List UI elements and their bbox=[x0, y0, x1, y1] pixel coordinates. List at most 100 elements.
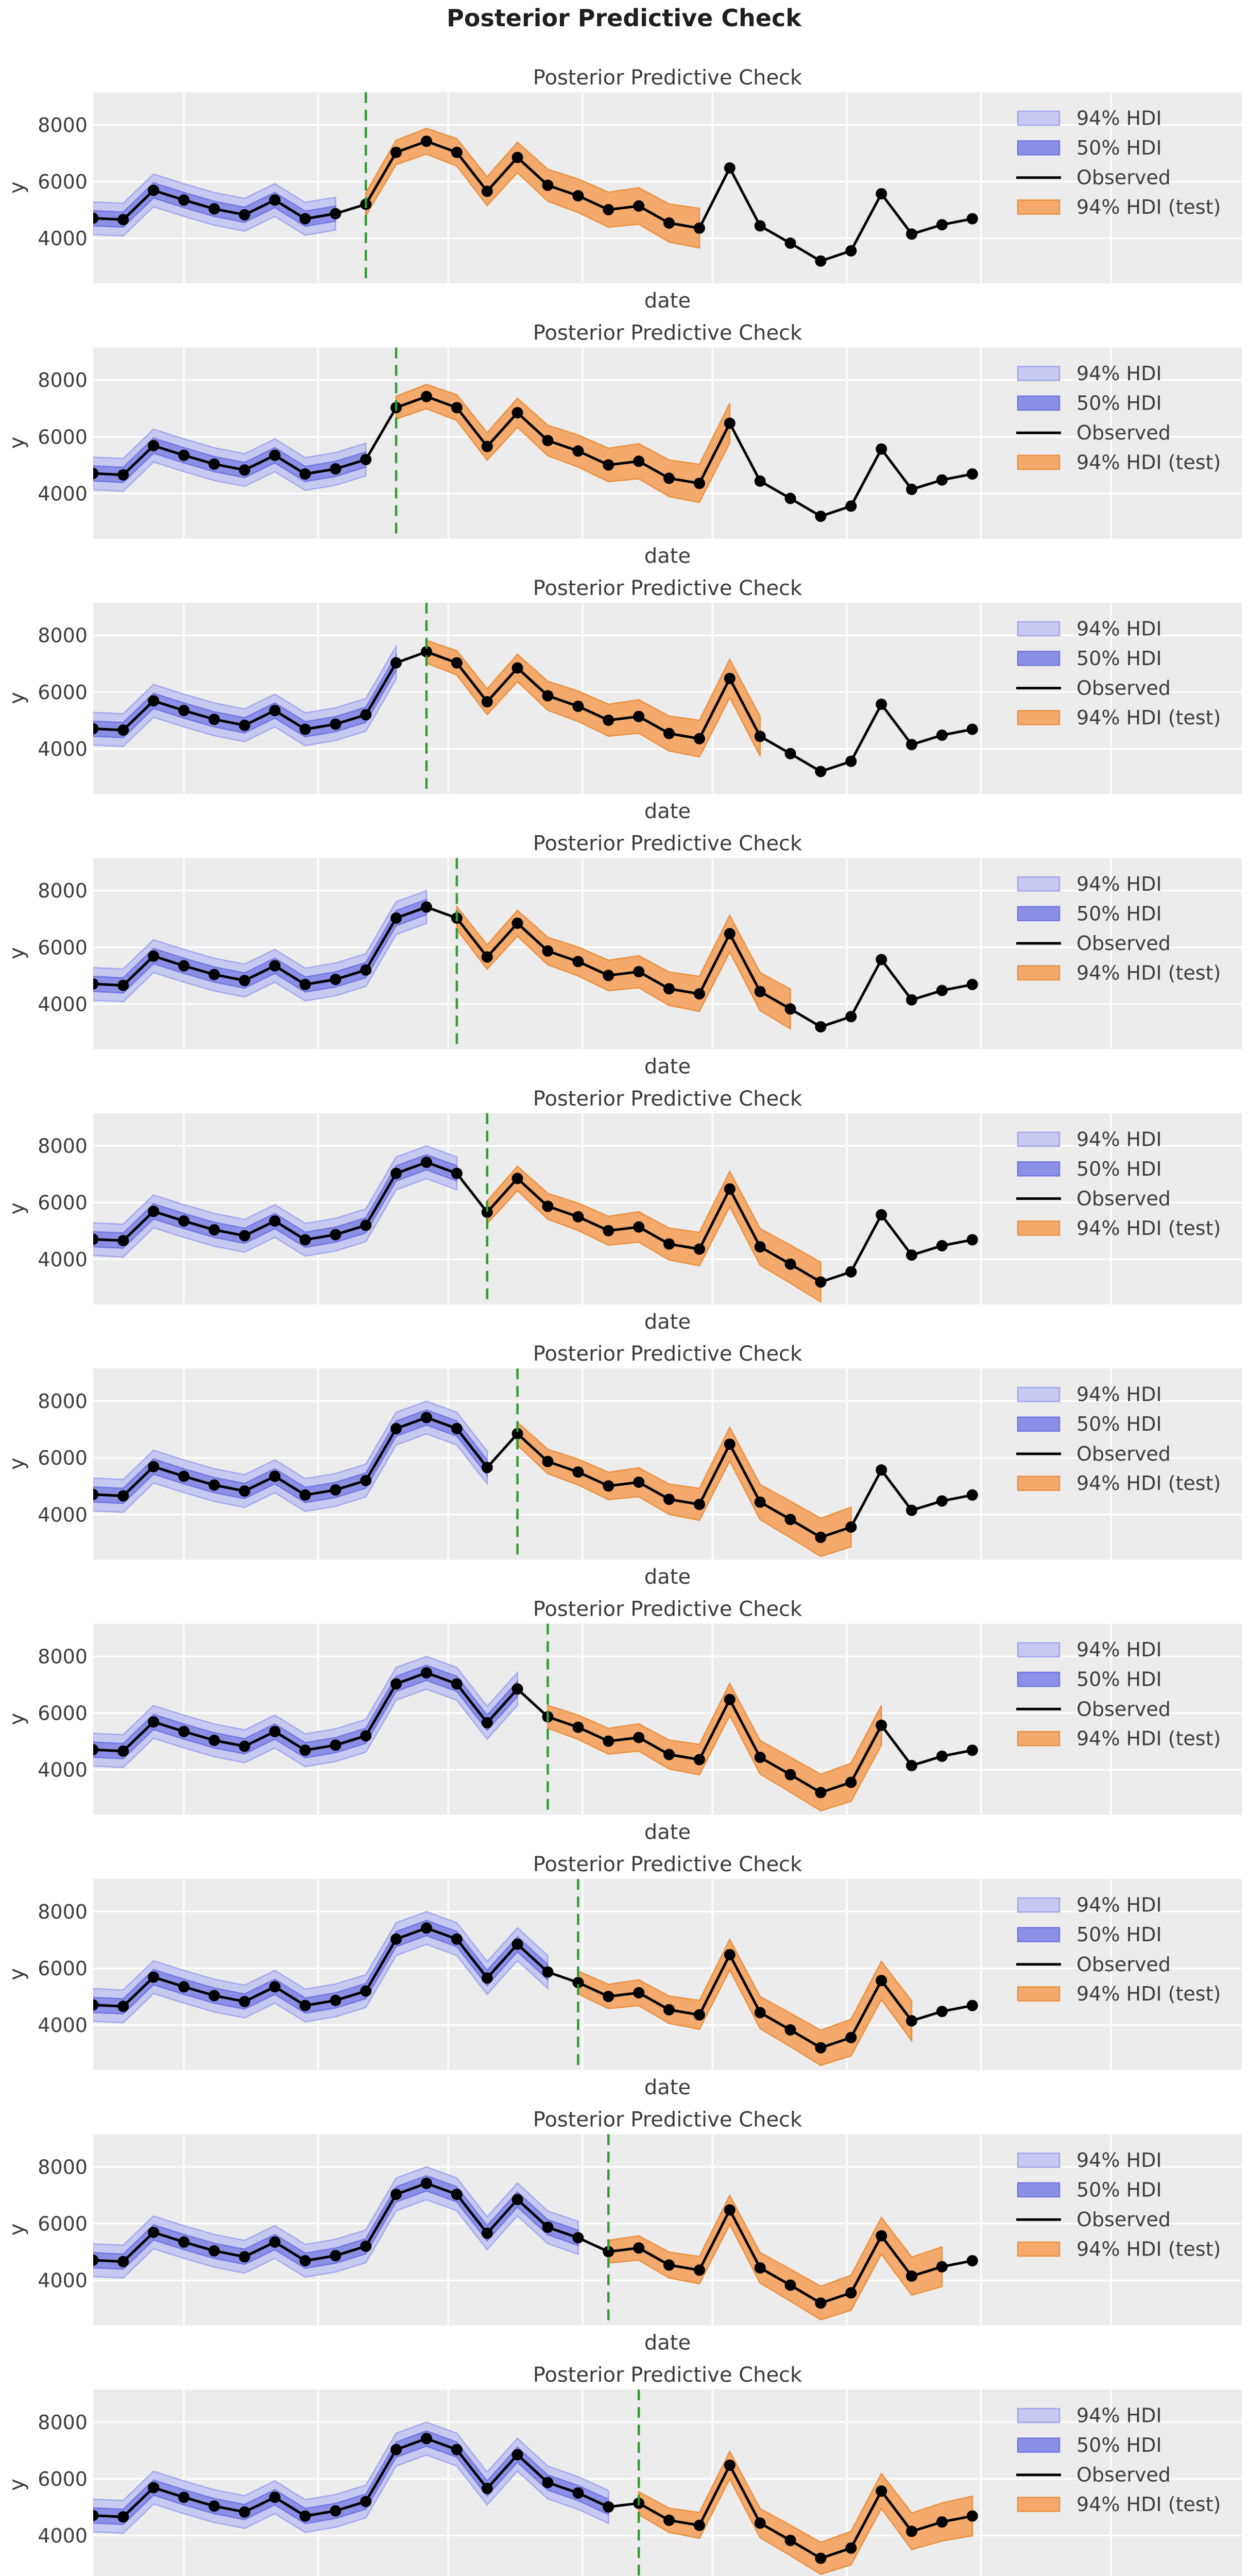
data-point-marker bbox=[876, 2230, 887, 2242]
data-point-marker bbox=[936, 2006, 948, 2018]
data-point-marker bbox=[511, 407, 523, 419]
y-tick-label: 8000 bbox=[38, 369, 88, 392]
subplot-title: Posterior Predictive Check bbox=[533, 1598, 802, 1621]
data-point-marker bbox=[178, 1470, 190, 1482]
data-point-marker bbox=[724, 1183, 736, 1195]
data-point-marker bbox=[936, 2261, 948, 2273]
data-point-marker bbox=[269, 705, 281, 717]
data-point-marker bbox=[360, 964, 372, 976]
data-point-marker bbox=[845, 1776, 857, 1788]
subplot-title: Posterior Predictive Check bbox=[533, 1087, 802, 1111]
data-point-marker bbox=[511, 1173, 523, 1184]
data-layer bbox=[93, 2421, 978, 2575]
legend-label: 94% HDI bbox=[1076, 1894, 1162, 1917]
data-point-marker bbox=[603, 2501, 614, 2513]
hdi-94-test-band bbox=[608, 2194, 943, 2320]
data-point-marker bbox=[936, 474, 948, 486]
data-point-marker bbox=[724, 162, 736, 174]
legend-label: 94% HDI (test) bbox=[1076, 196, 1221, 218]
data-point-marker bbox=[208, 2245, 220, 2257]
data-point-marker bbox=[572, 700, 584, 712]
data-point-marker bbox=[542, 690, 554, 702]
subplot-10: Posterior Predictive Check400060008000y2… bbox=[5, 2363, 1242, 2576]
data-point-marker bbox=[966, 213, 978, 225]
legend-swatch-hdi94 bbox=[1017, 621, 1061, 637]
hdi-94-test-band bbox=[395, 383, 731, 503]
subplot-title: Posterior Predictive Check bbox=[533, 1853, 802, 1876]
data-point-marker bbox=[693, 1499, 705, 1510]
data-point-marker bbox=[693, 2009, 705, 2021]
figure-suptitle: Posterior Predictive Check bbox=[447, 4, 801, 32]
data-point-marker bbox=[178, 1215, 190, 1227]
data-point-marker bbox=[93, 1744, 99, 1756]
legend-swatch-hdi94test bbox=[1017, 710, 1061, 725]
legend: 94% HDI 50% HDI Observed 94% HDI (test) bbox=[1016, 107, 1221, 218]
data-point-marker bbox=[936, 1750, 948, 1762]
data-point-marker bbox=[542, 2222, 554, 2233]
data-point-marker bbox=[330, 1484, 341, 1496]
y-tick-label: 4000 bbox=[38, 738, 88, 760]
subplot-title: Posterior Predictive Check bbox=[533, 66, 802, 90]
legend-label: Observed bbox=[1076, 421, 1171, 444]
data-point-marker bbox=[421, 2177, 432, 2189]
y-axis-label: y bbox=[5, 181, 29, 194]
data-point-marker bbox=[542, 1200, 554, 1212]
y-axis-label: y bbox=[5, 692, 29, 704]
y-axis-label: y bbox=[5, 2224, 29, 2236]
legend-label: 50% HDI bbox=[1076, 1158, 1162, 1180]
data-point-marker bbox=[178, 449, 190, 461]
data-point-marker bbox=[238, 719, 250, 731]
subplot-5: Posterior Predictive Check 4000 6000 8000 y d… bbox=[5, 1087, 1242, 1334]
data-point-marker bbox=[633, 2242, 645, 2254]
data-point-marker bbox=[511, 2449, 523, 2461]
hdi-50-band bbox=[93, 1920, 549, 2015]
data-point-marker bbox=[481, 1717, 493, 1728]
data-point-marker bbox=[754, 2262, 766, 2274]
data-point-marker bbox=[511, 918, 523, 929]
data-point-marker bbox=[845, 1011, 857, 1023]
legend: 94% HDI 50% HDI Observed 94% HDI (test) bbox=[1016, 2404, 1221, 2516]
data-point-marker bbox=[148, 950, 160, 962]
legend-label: 94% HDI (test) bbox=[1076, 961, 1221, 984]
data-point-marker bbox=[572, 1977, 584, 1989]
data-point-marker bbox=[299, 1234, 311, 1246]
hdi-50-band bbox=[93, 2430, 609, 2526]
data-layer bbox=[93, 1145, 978, 1303]
legend-swatch-hdi94 bbox=[1017, 2408, 1061, 2424]
legend-label: 94% HDI bbox=[1076, 2404, 1162, 2427]
legend-swatch-hdi94test bbox=[1017, 2497, 1061, 2512]
data-point-marker bbox=[724, 417, 736, 429]
y-tick-label: 8000 bbox=[38, 114, 88, 137]
data-point-marker bbox=[906, 483, 917, 495]
data-point-marker bbox=[906, 739, 917, 751]
data-point-marker bbox=[93, 2255, 99, 2266]
data-point-marker bbox=[754, 475, 766, 487]
data-point-marker bbox=[93, 1999, 99, 2011]
legend-label: 94% HDI bbox=[1076, 873, 1162, 895]
data-point-marker bbox=[360, 1219, 372, 1231]
legend: 94% HDI 50% HDI Observed 94% HDI (test) bbox=[1016, 1128, 1221, 1240]
subplot-2: Posterior Predictive Check 4000 6000 8000 y d… bbox=[5, 321, 1242, 568]
data-layer bbox=[93, 127, 978, 267]
data-point-marker bbox=[906, 2015, 917, 2027]
y-tick-label: 8000 bbox=[38, 1390, 88, 1413]
data-point-marker bbox=[451, 1422, 463, 1434]
plot-area bbox=[93, 2389, 1242, 2576]
legend-label: 50% HDI bbox=[1076, 1923, 1162, 1946]
y-tick-label: 6000 bbox=[38, 2213, 88, 2235]
data-point-marker bbox=[178, 1725, 190, 1737]
data-point-marker bbox=[603, 1225, 614, 1236]
x-axis-label: date bbox=[644, 800, 691, 823]
data-point-marker bbox=[876, 188, 887, 200]
legend-swatch-hdi94test bbox=[1017, 1986, 1061, 2002]
data-point-marker bbox=[876, 1209, 887, 1221]
data-point-marker bbox=[542, 1455, 554, 1467]
data-point-marker bbox=[208, 1479, 220, 1491]
data-point-marker bbox=[784, 1258, 796, 1270]
data-point-marker bbox=[481, 440, 493, 452]
data-point-marker bbox=[663, 2004, 675, 2015]
hdi-94-test-band bbox=[456, 905, 791, 1030]
data-point-marker bbox=[117, 979, 129, 991]
data-point-marker bbox=[148, 695, 160, 707]
data-point-marker bbox=[451, 657, 463, 669]
